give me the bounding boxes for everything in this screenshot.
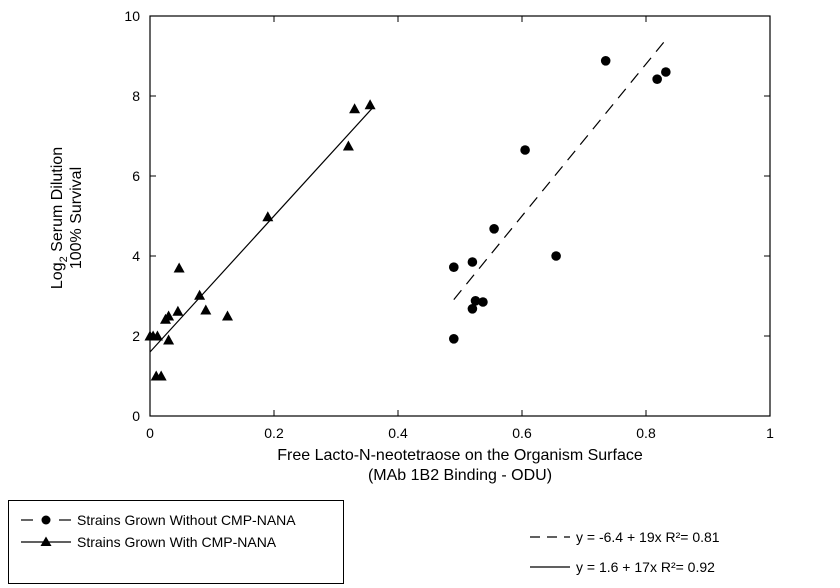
legend-item-with-cmp-nana: Strains Grown With CMP-NANA bbox=[21, 531, 276, 553]
data-point-triangle bbox=[155, 370, 167, 381]
fit-symbol-dashed bbox=[530, 536, 570, 538]
data-point-triangle bbox=[194, 289, 206, 300]
data-point-triangle bbox=[151, 330, 163, 341]
x-tick-label: 0.2 bbox=[264, 425, 284, 441]
y-tick-label: 6 bbox=[132, 168, 140, 184]
data-point-triangle bbox=[222, 310, 233, 321]
data-point-circle bbox=[520, 145, 530, 155]
y-axis-title-line1: Log2 Serum Dilution bbox=[49, 147, 70, 289]
y-axis-title-prefix: Log bbox=[49, 262, 66, 289]
data-points bbox=[144, 56, 671, 381]
y-tick-label: 4 bbox=[132, 248, 140, 264]
fit-line-dashed bbox=[453, 40, 666, 300]
legend: Strains Grown Without CMP-NANA Strains G… bbox=[8, 500, 344, 584]
plot-border bbox=[149, 15, 771, 417]
data-point-circle bbox=[478, 297, 488, 307]
y-tick-label: 8 bbox=[132, 88, 140, 104]
data-point-circle bbox=[449, 334, 459, 344]
data-point-triangle bbox=[200, 304, 212, 315]
y-tick-label: 2 bbox=[132, 328, 140, 344]
legend-item-without-cmp-nana: Strains Grown Without CMP-NANA bbox=[21, 509, 296, 531]
fit-equation-with-cmp-nana: y = 1.6 + 17x R²= 0.92 bbox=[576, 559, 715, 575]
data-point-circle bbox=[467, 304, 478, 314]
fit-lines bbox=[149, 40, 666, 353]
y-axis-title-rest: Serum Dilution bbox=[49, 147, 66, 256]
x-axis-title-line2: (MAb 1B2 Binding - ODU) bbox=[368, 467, 552, 484]
data-point-triangle bbox=[349, 103, 361, 114]
data-point-circle bbox=[652, 74, 662, 84]
data-point-triangle bbox=[342, 140, 354, 151]
x-tick-label: 1 bbox=[766, 425, 774, 441]
data-point-circle bbox=[470, 296, 481, 306]
data-point-triangle bbox=[173, 262, 185, 273]
y-tick-label: 0 bbox=[132, 408, 140, 424]
fit-equation-without-cmp-nana: y = -6.4 + 19x R²= 0.81 bbox=[576, 529, 720, 545]
y-axis-title-line2: 100% Survival bbox=[68, 167, 85, 269]
legend-symbol-solid-triangle bbox=[21, 536, 71, 546]
data-point-circle bbox=[551, 251, 561, 261]
data-point-triangle bbox=[172, 305, 184, 316]
y-axis-title-subscript: 2 bbox=[58, 256, 70, 262]
legend-label-with-cmp-nana: Strains Grown With CMP-NANA bbox=[77, 534, 277, 550]
data-point-circle bbox=[449, 262, 459, 273]
x-axis-title-line1: Free Lacto-N-neotetraose on the Organism… bbox=[277, 447, 643, 464]
legend-label-without-cmp-nana: Strains Grown Without CMP-NANA bbox=[77, 512, 296, 528]
plot-area bbox=[149, 15, 771, 417]
legend-symbol-dashed-circle bbox=[21, 515, 71, 525]
fit-line-solid bbox=[149, 106, 374, 353]
y-tick-label: 10 bbox=[124, 8, 140, 24]
x-tick-label: 0.8 bbox=[636, 425, 656, 441]
y-axis-title: Log2 Serum Dilution 100% Survival bbox=[49, 147, 85, 289]
x-tick-label: 0 bbox=[146, 425, 154, 441]
data-point-circle bbox=[600, 56, 611, 66]
fit-label-without-cmp-nana: y = -6.4 + 19x R²= 0.81 bbox=[530, 526, 720, 548]
fit-symbol-solid bbox=[530, 566, 570, 568]
data-point-circle bbox=[489, 224, 499, 234]
x-tick-label: 0.6 bbox=[512, 425, 532, 441]
data-point-triangle bbox=[364, 99, 376, 110]
data-point-circle bbox=[661, 67, 671, 77]
data-point-triangle bbox=[163, 334, 175, 345]
data-point-circle bbox=[467, 257, 478, 267]
x-tick-label: 0.4 bbox=[388, 425, 408, 441]
data-point-triangle bbox=[163, 310, 175, 321]
data-point-triangle bbox=[262, 211, 274, 222]
fit-label-with-cmp-nana: y = 1.6 + 17x R²= 0.92 bbox=[530, 556, 715, 578]
